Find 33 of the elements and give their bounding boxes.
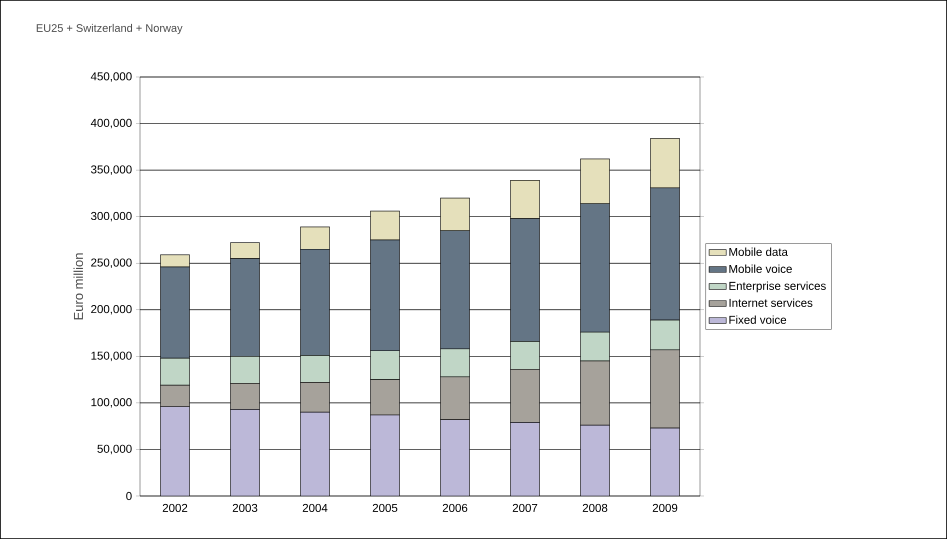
x-tick-label: 2002 (162, 504, 188, 512)
bar (230, 409, 260, 496)
y-tick-label: 300,000 (91, 212, 132, 222)
legend-label: Enterprise services (729, 282, 826, 292)
x-tick-label: 2008 (582, 504, 608, 512)
y-tick-label: 50,000 (97, 444, 132, 454)
y-tick-label: 250,000 (91, 258, 132, 268)
bar (440, 419, 470, 496)
y-tick-label: 350,000 (91, 165, 132, 175)
bar (510, 422, 540, 496)
x-tick-label: 2007 (512, 504, 538, 512)
x-tick-label: 2003 (232, 504, 258, 512)
bar (650, 428, 680, 496)
chart-title: EU25 + Switzerland + Norway (36, 24, 183, 34)
y-tick-label: 200,000 (91, 305, 132, 315)
legend-label: Internet services (730, 298, 812, 307)
y-tick-label: 450,000 (90, 72, 132, 82)
bar (580, 424, 610, 496)
x-tick-label: 2004 (302, 504, 328, 512)
bar (300, 412, 330, 496)
x-tick-label: 2006 (442, 504, 468, 512)
x-tick-label: 2009 (652, 504, 678, 512)
y-tick-label: 0 (126, 492, 132, 500)
legend-label: Mobile voice (729, 264, 792, 273)
bar (160, 406, 190, 496)
legend-label: Mobile data (729, 248, 788, 256)
x-tick-label: 2005 (372, 504, 398, 512)
legend-label: Fixed voice (729, 315, 786, 324)
y-axis-title: Euro million (73, 253, 84, 320)
y-tick-label: 400,000 (90, 118, 132, 128)
y-tick-label: 150,000 (91, 352, 132, 362)
y-tick-label: 100,000 (91, 398, 132, 408)
bar (370, 414, 400, 496)
